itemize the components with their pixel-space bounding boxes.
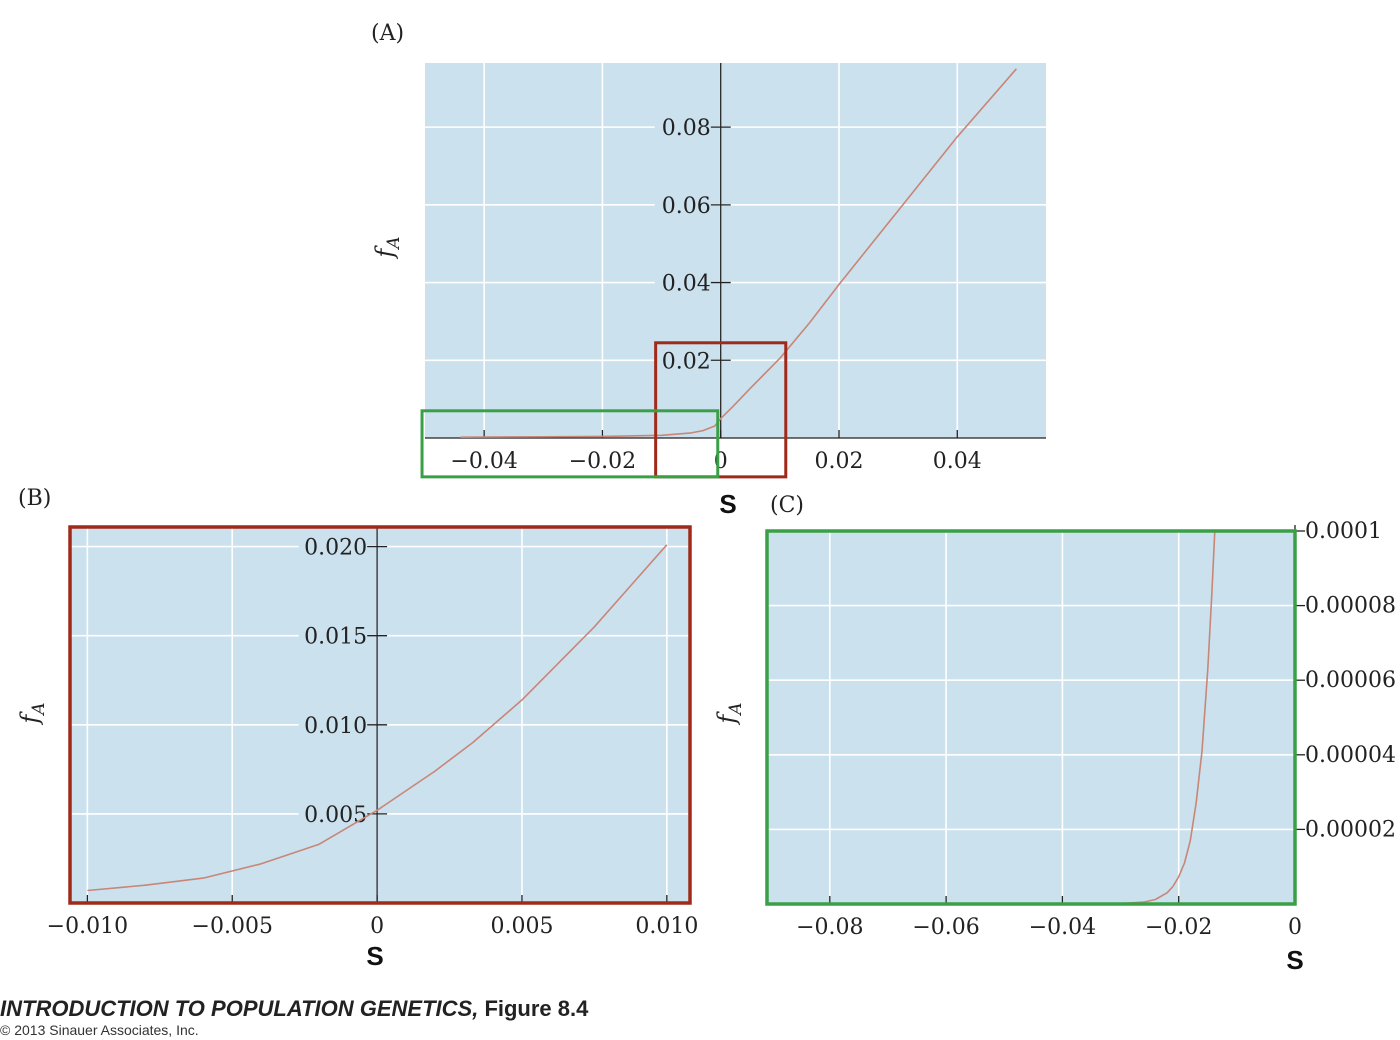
x-tick-label: −0.010 — [47, 914, 128, 939]
x-tick-label: 0.005 — [490, 914, 553, 939]
x-tick-label: 0 — [1288, 915, 1302, 940]
panel-label: (A) — [371, 21, 404, 46]
y-tick-label-bg — [654, 191, 711, 218]
y-tick-label: 0.005 — [304, 803, 367, 828]
chart-panel-a: −0.04 −0.02 0 0.02 0.04 0.02 0.04 0.06 0.08 (A) Sf… — [371, 21, 1046, 519]
x-tick-label: −0.02 — [569, 449, 636, 474]
x-axis-label: S — [366, 941, 383, 971]
y-axis-label: fA — [371, 236, 404, 259]
data-line-c — [1120, 530, 1216, 905]
y-tick-label-bg — [298, 622, 368, 649]
footer-copyright: © 2013 Sinauer Associates, Inc. — [0, 1022, 199, 1038]
y-tick-label: 0.00002 — [1305, 817, 1396, 842]
y-axis-label-subscript: A — [384, 236, 404, 250]
x-tick-label: 0 — [370, 914, 384, 939]
x-tick-label: −0.04 — [1029, 915, 1096, 940]
y-axis-label-subscript: A — [726, 702, 746, 716]
data-line-b — [87, 544, 668, 892]
y-tick-label-bg — [654, 114, 711, 141]
y-tick-label-bg — [654, 347, 711, 374]
plot-frame — [68, 525, 692, 905]
plot-background — [425, 63, 1046, 438]
y-tick-label: 0.015 — [304, 625, 367, 650]
y-tick-label: 0.00004 — [1305, 743, 1396, 768]
book-title: INTRODUCTION TO POPULATION GENETICS, — [0, 996, 479, 1021]
x-tick-label: −0.005 — [192, 914, 273, 939]
y-tick-label: 0.06 — [662, 194, 711, 219]
x-tick-label: −0.08 — [796, 915, 863, 940]
footer-book-title: INTRODUCTION TO POPULATION GENETICS, Fig… — [0, 996, 588, 1022]
x-tick-label: 0.010 — [635, 914, 698, 939]
y-tick-label: 0.020 — [304, 536, 367, 561]
x-tick-label: −0.04 — [450, 449, 517, 474]
y-tick-label: 0.0001 — [1305, 519, 1382, 544]
x-axis-label: S — [719, 489, 736, 519]
x-tick-label: 0 — [714, 449, 728, 474]
y-tick-label-bg — [654, 269, 711, 296]
chart-panel-b: −0.010 −0.005 0 0.005 0.010 0.005 0.010 0.015 0.… — [16, 486, 698, 971]
x-tick-label: 0.04 — [933, 449, 982, 474]
y-axis-label: fA — [16, 702, 49, 725]
data-line-a — [460, 68, 1018, 438]
y-tick-label: 0.00006 — [1305, 668, 1396, 693]
zoom-box-green — [420, 409, 720, 479]
y-axis-label: fA — [713, 702, 746, 725]
plot-background — [70, 527, 690, 903]
panel-label: (B) — [18, 486, 51, 511]
figure-label: Figure 8.4 — [484, 996, 589, 1021]
y-tick-label-bg — [298, 711, 368, 738]
y-tick-label: 0.08 — [662, 116, 711, 141]
y-axis-label-subscript: A — [29, 702, 49, 716]
figure-svg: −0.04 −0.02 0 0.02 0.04 0.02 0.04 0.06 0.08 (A) Sf… — [16, 21, 1396, 975]
x-tick-label: 0.02 — [815, 449, 864, 474]
panel-label: (C) — [770, 493, 804, 518]
y-tick-label: 0.00008 — [1305, 594, 1396, 619]
chart-panel-c: −0.08 −0.06 −0.04 −0.02 0 0.00002 0.00004 0.000… — [713, 493, 1396, 975]
plot-frame — [765, 529, 1297, 906]
plot-background — [767, 531, 1295, 904]
y-tick-label: 0.04 — [662, 272, 711, 297]
x-tick-label: −0.02 — [1145, 915, 1212, 940]
x-axis-label: S — [1286, 945, 1303, 975]
y-tick-label: 0.02 — [662, 349, 711, 374]
y-tick-label: 0.010 — [304, 714, 367, 739]
x-tick-label: −0.06 — [912, 915, 979, 940]
y-tick-label-bg — [298, 533, 368, 560]
